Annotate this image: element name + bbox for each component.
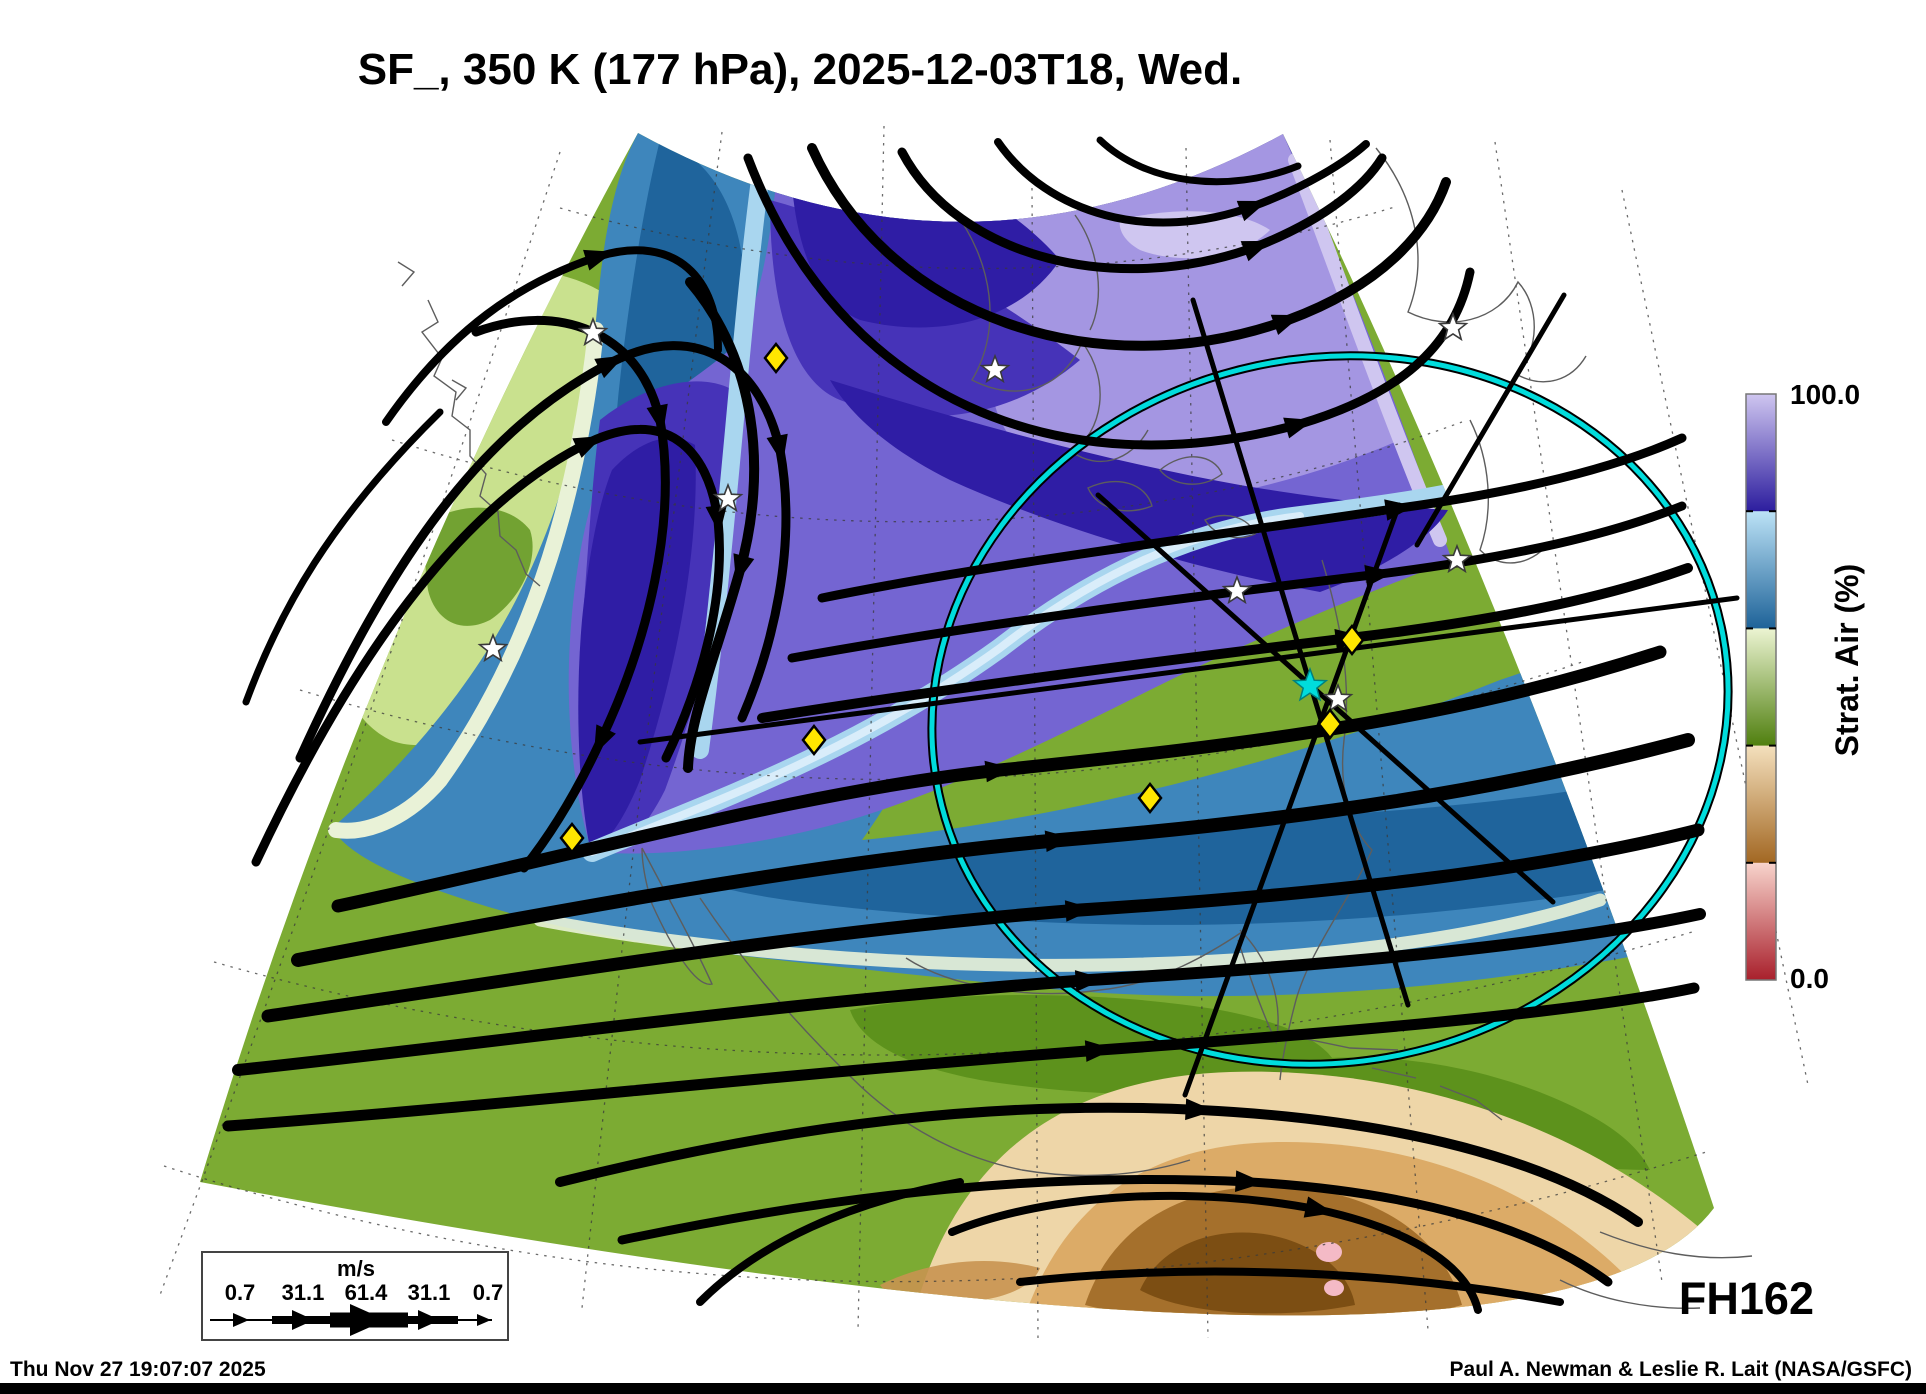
coastlines [397,147,1753,1309]
legend-tick-2: 61.4 [345,1280,389,1305]
colorbar-min-label: 0.0 [1790,963,1829,994]
white-star-marker [1221,574,1253,605]
marker-layer [477,311,1473,855]
white-star-marker [712,482,744,513]
colorbar-band-60-80 [1746,511,1776,629]
colorbar-ticks [1746,510,1776,864]
yellow-diamond-marker [763,341,789,375]
wind-speed-legend: m/s 0.7 31.1 61.4 31.1 0.7 [201,1251,509,1341]
white-star-marker [577,316,609,347]
white-star-marker [477,632,509,663]
colorbar-band-0-20 [1746,862,1776,981]
credit-line: Paul A. Newman & Leslie R. Lait (NASA/GS… [1450,1358,1912,1381]
cyan-star-marker [1291,666,1329,702]
bottom-border-bar [0,1383,1926,1394]
legend-arrow-glyph [210,1304,492,1336]
forecast-hour-label: FH162 [1679,1273,1814,1324]
legend-tick-4: 0.7 [473,1280,504,1305]
white-star-marker [1322,682,1354,713]
colorbar-max-label: 100.0 [1790,379,1860,410]
white-star-marker [979,353,1011,384]
white-star-marker [1441,543,1473,574]
legend-tick-3: 31.1 [408,1280,451,1305]
white-star-marker [1437,311,1469,342]
legend-tick-0: 0.7 [225,1280,256,1305]
colorbar: 100.0 0.0 Strat. Air (%) [1745,379,1865,994]
colorbar-band-80-100 [1746,394,1776,512]
colorbar-band-20-40 [1746,745,1776,864]
generation-timestamp: Thu Nov 27 19:07:07 2025 [10,1358,266,1381]
colorbar-border [1745,393,1777,981]
yellow-diamond-marker [559,821,585,855]
yellow-diamond-marker [1317,707,1343,741]
range-circle [927,351,1733,1069]
streamlines [222,136,1706,1314]
yellow-diamond-marker [1137,781,1163,815]
yellow-diamond-marker [1339,623,1365,657]
yellow-diamond-marker [801,723,827,757]
colorbar-bands [1746,394,1776,981]
figure-title: SF_, 350 K (177 hPa), 2025-12-03T18, Wed… [358,45,1243,94]
legend-unit: m/s [337,1256,375,1281]
legend-tick-1: 31.1 [282,1280,325,1305]
colorbar-band-40-60 [1746,628,1776,747]
colorbar-axis-label: Strat. Air (%) [1829,564,1865,757]
